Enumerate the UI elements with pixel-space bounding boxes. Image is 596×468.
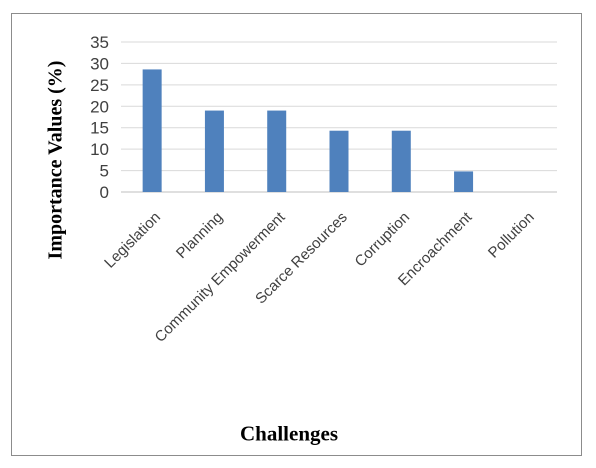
y-tick-label: 25 (90, 76, 109, 95)
y-tick-label: 5 (100, 162, 109, 181)
bar (267, 110, 287, 192)
x-tick-label: Planning (173, 209, 226, 262)
x-tick-label: Corruption (352, 209, 414, 271)
y-tick-label: 10 (90, 140, 109, 159)
chart-frame (11, 13, 582, 456)
y-tick-label: 30 (90, 54, 109, 73)
bar (329, 130, 349, 192)
x-tick-label: Community Empowerment (152, 208, 290, 346)
x-axis-title: Challenges (239, 421, 339, 446)
bar (391, 130, 411, 192)
bars (142, 69, 474, 192)
gridlines (121, 41, 557, 193)
bar (454, 171, 474, 192)
y-tick-label: 35 (90, 33, 109, 52)
y-tick-label: 0 (100, 183, 109, 202)
bar (204, 110, 224, 192)
y-tick-labels: 0 5 10 15 20 25 30 35 (90, 33, 109, 202)
x-tick-label: Legislation (101, 209, 164, 272)
y-tick-label: 20 (90, 97, 109, 116)
y-tick-label: 15 (90, 119, 109, 138)
bar (142, 69, 162, 192)
x-tick-label: Pollution (485, 209, 538, 262)
y-axis-title: Importance Values (%) (44, 60, 67, 260)
